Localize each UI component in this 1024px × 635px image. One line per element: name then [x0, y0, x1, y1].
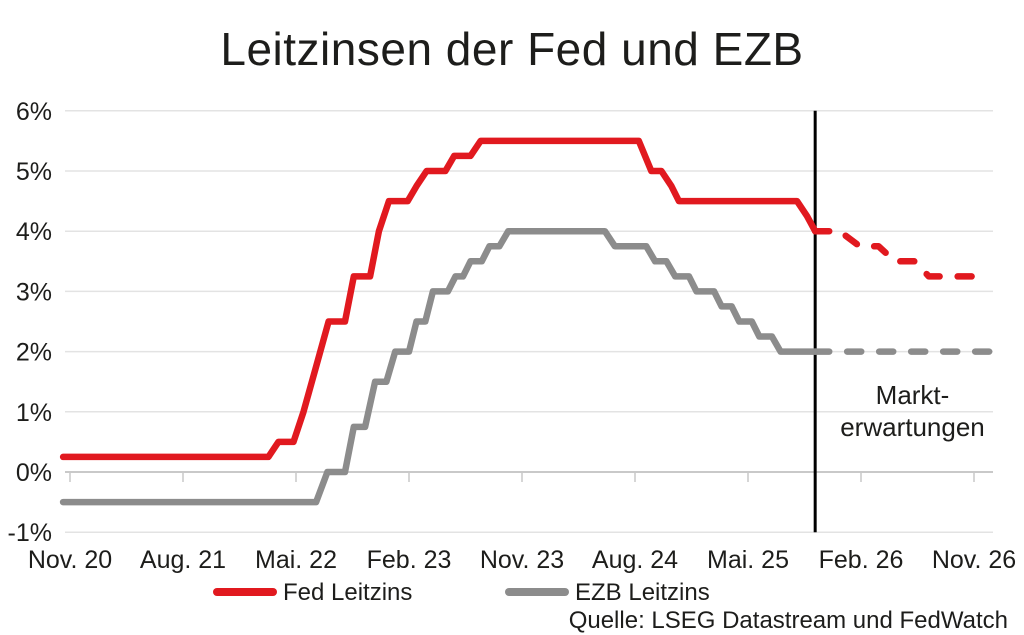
series-line-fed-leitzins-markterwartungen [811, 227, 993, 280]
market-expectations-annotation: Markt- erwartungen [815, 379, 1010, 443]
y-tick-label: 0% [16, 459, 52, 487]
series-line-ezb-leitzins [59, 227, 819, 506]
x-tick-label: Mai. 25 [707, 546, 789, 574]
chart-title: Leitzinsen der Fed und EZB [220, 23, 804, 75]
x-tick-label: Feb. 23 [367, 546, 452, 574]
fed-line-swatch [213, 588, 277, 596]
ezb-line-swatch [505, 588, 569, 596]
x-tick-label: Nov. 20 [28, 546, 112, 574]
x-tick-label: Feb. 26 [819, 546, 904, 574]
y-tick-label: 1% [16, 399, 52, 427]
y-tick-label: 3% [16, 278, 52, 306]
x-tick-label: Aug. 24 [592, 546, 678, 574]
legend-label-ezb: EZB Leitzins [575, 579, 710, 606]
x-tick-label: Nov. 26 [932, 546, 1016, 574]
y-tick-label: 5% [16, 158, 52, 186]
legend-item-fed: Fed Leitzins [213, 579, 413, 606]
annotation-line-2: erwartungen [840, 412, 985, 442]
y-tick-label: 6% [16, 98, 52, 126]
legend-item-ezb: EZB Leitzins [505, 579, 710, 606]
x-tick-label: Nov. 23 [480, 546, 564, 574]
annotation-line-1: Markt- [875, 380, 950, 410]
source-credit: Quelle: LSEG Datastream und FedWatch [568, 607, 1008, 634]
y-tick-label: 4% [16, 218, 52, 246]
y-tick-label: -1% [8, 519, 52, 547]
x-tick-label: Mai. 22 [255, 546, 337, 574]
x-tick-label: Aug. 21 [140, 546, 226, 574]
legend-label-fed: Fed Leitzins [283, 579, 413, 606]
series-line-fed-leitzins [59, 137, 819, 461]
y-tick-label: 2% [16, 339, 52, 367]
